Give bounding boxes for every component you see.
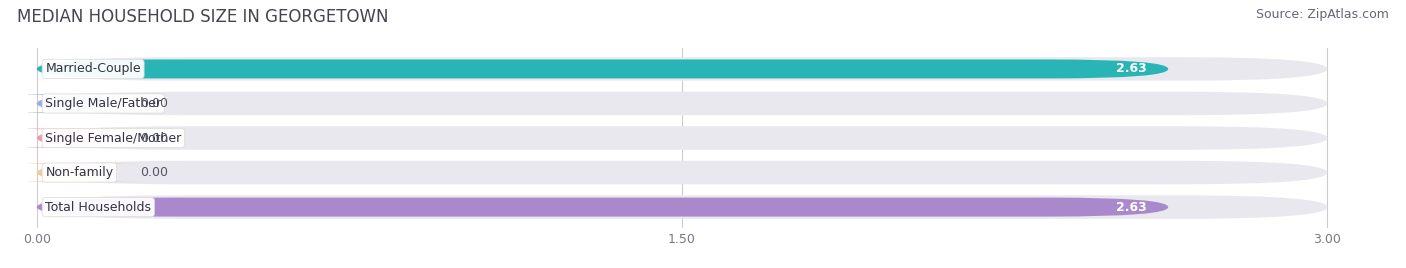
- FancyBboxPatch shape: [0, 94, 155, 113]
- FancyBboxPatch shape: [37, 161, 1327, 184]
- FancyBboxPatch shape: [37, 92, 1327, 115]
- Text: MEDIAN HOUSEHOLD SIZE IN GEORGETOWN: MEDIAN HOUSEHOLD SIZE IN GEORGETOWN: [17, 8, 388, 26]
- Text: Married-Couple: Married-Couple: [45, 62, 141, 76]
- Text: 2.63: 2.63: [1116, 62, 1147, 76]
- FancyBboxPatch shape: [37, 198, 1168, 217]
- Text: 0.00: 0.00: [141, 97, 167, 110]
- FancyBboxPatch shape: [37, 57, 1327, 81]
- FancyBboxPatch shape: [0, 163, 155, 182]
- FancyBboxPatch shape: [0, 129, 155, 147]
- Text: 0.00: 0.00: [141, 132, 167, 144]
- Text: Source: ZipAtlas.com: Source: ZipAtlas.com: [1256, 8, 1389, 21]
- FancyBboxPatch shape: [37, 195, 1327, 219]
- Text: 2.63: 2.63: [1116, 200, 1147, 214]
- Text: Single Male/Father: Single Male/Father: [45, 97, 162, 110]
- FancyBboxPatch shape: [37, 59, 1168, 79]
- Text: Single Female/Mother: Single Female/Mother: [45, 132, 181, 144]
- Text: 0.00: 0.00: [141, 166, 167, 179]
- Text: Total Households: Total Households: [45, 200, 152, 214]
- Text: Non-family: Non-family: [45, 166, 114, 179]
- FancyBboxPatch shape: [37, 126, 1327, 150]
